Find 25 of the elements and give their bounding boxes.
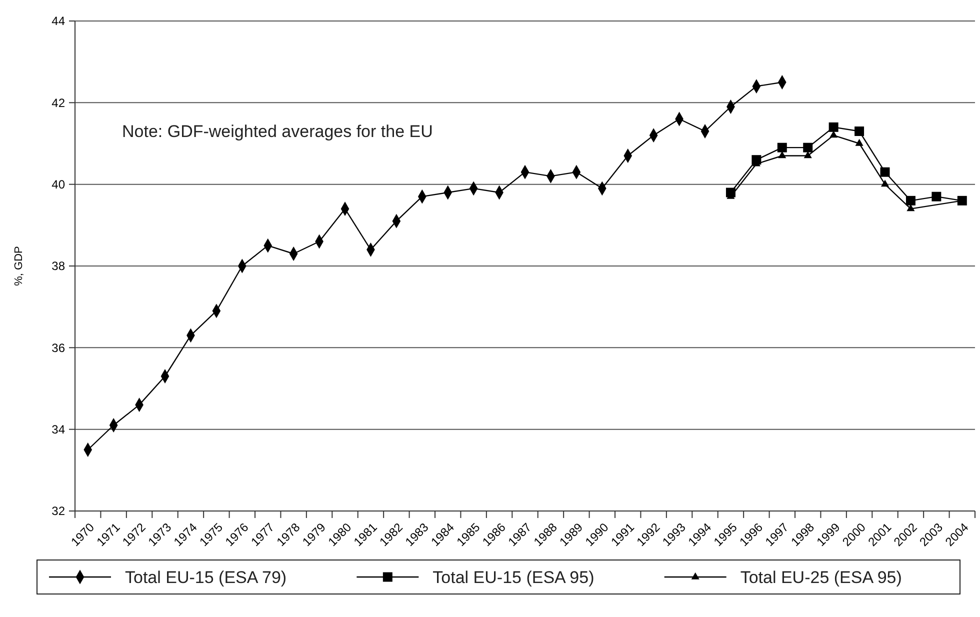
point [830, 130, 838, 138]
point [803, 142, 813, 152]
point [854, 126, 864, 136]
legend-label: Total EU-25 (ESA 95) [740, 568, 902, 587]
point [828, 122, 838, 132]
y-tick-label: 42 [52, 96, 66, 110]
legend-label: Total EU-15 (ESA 95) [432, 568, 594, 587]
point [880, 167, 890, 177]
y-tick-label: 32 [52, 504, 66, 518]
point [906, 196, 916, 206]
point [778, 151, 786, 158]
y-tick-label: 36 [52, 340, 66, 355]
point [906, 204, 915, 212]
legend-label: Total EU-15 (ESA 79) [125, 568, 287, 587]
annotation: Note: GDF-weighted averages for the EU [122, 122, 433, 141]
y-tick-label: 44 [52, 14, 66, 28]
point [777, 142, 787, 152]
point [804, 151, 812, 158]
point [932, 192, 942, 202]
point [855, 138, 864, 146]
y-tick-label: 40 [52, 178, 66, 192]
point [880, 180, 890, 187]
y-axis-title: %, GDP [13, 246, 25, 286]
y-tick-label: 34 [52, 422, 66, 437]
y-tick-label: 38 [52, 259, 66, 274]
